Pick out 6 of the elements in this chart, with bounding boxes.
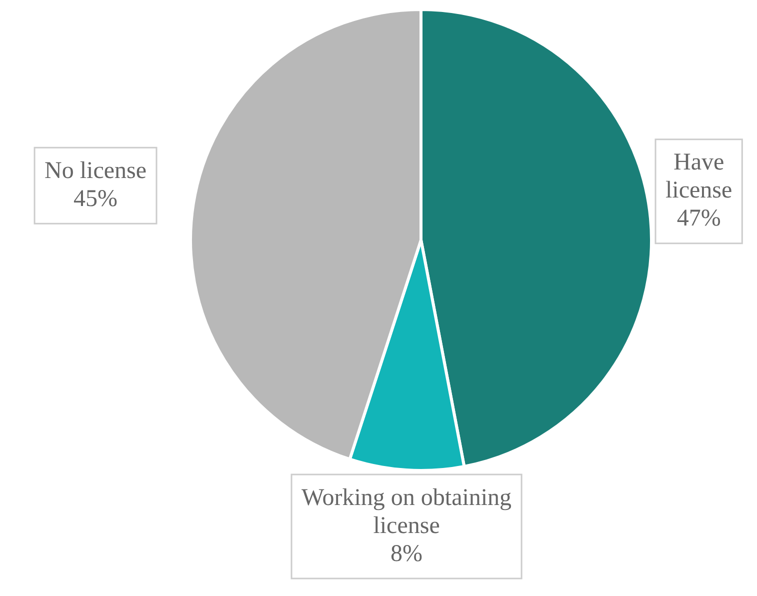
data-label: 47% — [676, 206, 721, 232]
slice-label: No license — [44, 158, 146, 184]
slice-label: Working on obtaining license — [302, 484, 512, 539]
slice-label: Have license — [665, 150, 732, 204]
data-label: 45% — [74, 186, 118, 212]
data-label: 8% — [390, 540, 423, 567]
